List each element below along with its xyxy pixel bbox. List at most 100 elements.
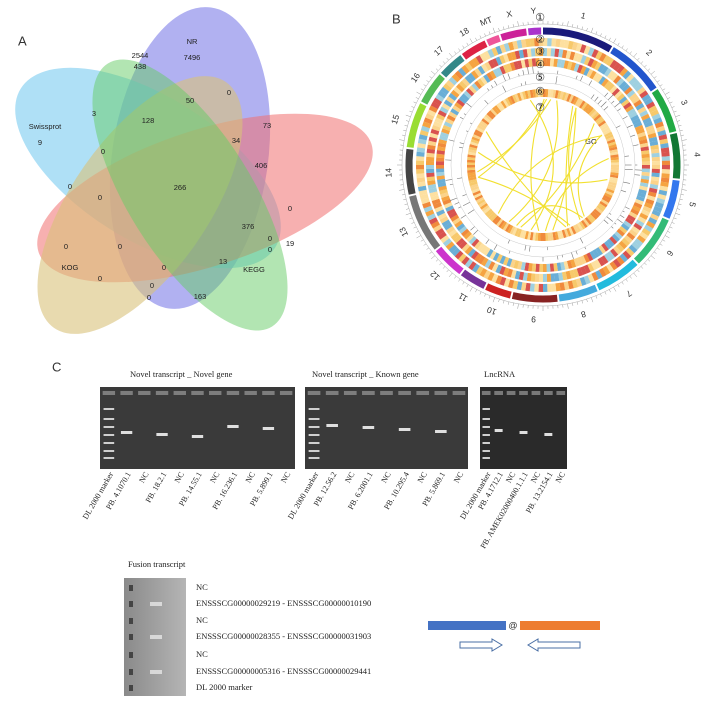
track-label: ⑥ <box>535 85 545 98</box>
chromosome-label: MT <box>478 14 493 28</box>
track-spike <box>607 94 614 101</box>
scale-tick <box>637 269 640 273</box>
region-count: 0 <box>118 242 122 251</box>
scale-tick <box>404 125 408 127</box>
gel-well <box>138 391 151 395</box>
track-spike <box>611 226 614 229</box>
track-spike <box>630 134 636 137</box>
scale-tick <box>647 68 651 71</box>
scale-tick <box>581 26 583 30</box>
gel-well <box>129 618 133 624</box>
heat-segment <box>606 83 615 92</box>
heat-segment <box>620 223 630 231</box>
gel-band <box>150 602 162 606</box>
heat-segment <box>559 282 566 291</box>
track-spike <box>617 218 623 224</box>
heat-segment <box>509 62 516 71</box>
heat-segment <box>623 102 632 110</box>
chromosome-arc <box>558 284 598 302</box>
track-spike <box>490 85 494 89</box>
heat-segment <box>628 92 638 102</box>
heat-segment <box>645 124 655 132</box>
heat-segment <box>502 53 510 63</box>
heat-segment <box>580 55 587 64</box>
link <box>497 135 603 214</box>
heat-segment <box>477 198 486 206</box>
track-spike <box>502 74 506 82</box>
heat-segment <box>417 142 426 149</box>
heat-segment <box>478 122 487 129</box>
link <box>520 123 595 228</box>
scale-tick <box>608 37 611 41</box>
scale-tick <box>405 212 411 216</box>
heat-segment <box>643 97 654 106</box>
heat-segment <box>630 208 640 216</box>
scale-tick <box>439 64 442 68</box>
heat-segment <box>642 117 652 125</box>
heat-segment <box>597 63 606 73</box>
heat-segment <box>502 222 510 231</box>
heat-segment <box>561 91 567 101</box>
heat-segment <box>659 138 669 145</box>
heat-segment <box>590 110 598 118</box>
scale-tick <box>498 27 500 31</box>
gel-image <box>100 387 295 469</box>
ladder-band <box>103 408 115 410</box>
gel-well <box>343 391 357 395</box>
chromosome-arc <box>511 292 558 303</box>
ladder-band <box>308 426 320 428</box>
lane-label: NC <box>196 615 208 625</box>
heat-segment <box>609 236 618 245</box>
heat-segment <box>619 253 628 263</box>
heat-segment <box>514 93 520 102</box>
heat-segment <box>496 67 503 77</box>
heat-segment <box>458 67 467 77</box>
chromosome-label: 14 <box>383 168 393 178</box>
heat-segment <box>648 187 658 194</box>
heat-segment <box>441 128 451 135</box>
heat-segment <box>486 112 495 120</box>
heat-segment <box>423 205 433 213</box>
ladder-band <box>103 450 115 452</box>
heat-segment <box>517 92 523 102</box>
gel-band <box>156 433 168 436</box>
heat-segment <box>625 217 634 225</box>
heat-segment <box>636 128 645 135</box>
heat-segment <box>499 44 507 54</box>
track-spike <box>532 66 534 74</box>
heat-segment <box>473 131 482 138</box>
track-spike <box>617 108 621 112</box>
heat-segment <box>573 258 580 267</box>
region-count: 0 <box>64 242 68 251</box>
heat-segment <box>609 59 618 69</box>
gel-well <box>262 391 275 395</box>
heat-segment <box>582 103 590 112</box>
heat-segment <box>510 269 517 279</box>
track-spike <box>466 130 469 132</box>
heat-segment <box>639 212 649 221</box>
heat-segment <box>498 219 505 229</box>
heat-segment <box>483 247 491 256</box>
heat-segment <box>590 261 598 271</box>
heat-segment <box>461 256 470 266</box>
scale-tick <box>662 239 666 242</box>
lane-label: NC <box>196 582 208 592</box>
heat-segment <box>422 201 432 209</box>
scale-tick <box>420 88 424 91</box>
heat-segment <box>595 270 603 280</box>
scale-tick <box>404 203 408 205</box>
heat-segment <box>417 185 427 192</box>
heat-segment <box>456 99 466 107</box>
scale-tick <box>402 194 406 196</box>
heat-segment <box>622 250 632 260</box>
track-spike <box>522 70 525 76</box>
scale-tick <box>656 247 660 250</box>
heat-segment <box>566 61 573 70</box>
heat-segment <box>597 257 605 267</box>
heat-segment <box>580 266 587 275</box>
heat-segment <box>583 253 590 263</box>
heat-segment <box>563 261 569 270</box>
heat-segment <box>606 185 616 192</box>
gene-block <box>520 621 600 630</box>
heat-segment <box>499 55 506 64</box>
